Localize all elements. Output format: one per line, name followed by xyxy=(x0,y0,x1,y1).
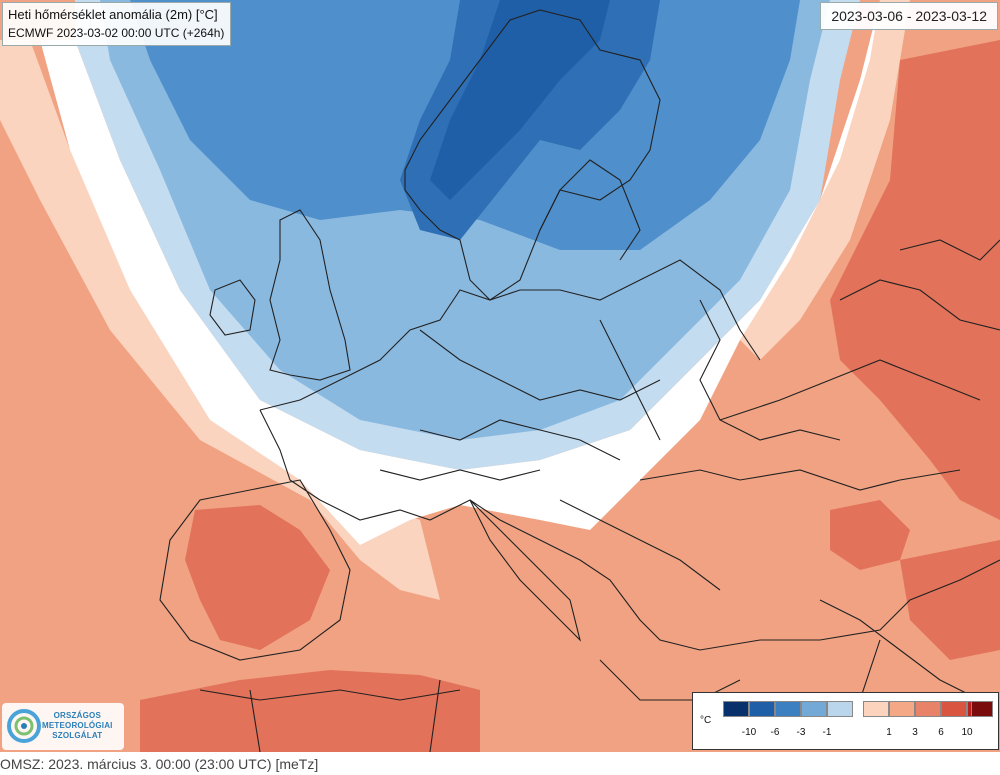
hot-anomaly-region-east xyxy=(830,40,1000,520)
legend-label: -3 xyxy=(796,727,806,738)
very-cold-region-north xyxy=(430,0,610,200)
hot-anomaly-region-africa xyxy=(140,670,480,752)
slight-warm-band xyxy=(0,0,910,600)
legend-label: 6 xyxy=(938,727,944,738)
map-title-box: Heti hőmérséklet anomália (2m) [°C] ECMW… xyxy=(2,2,232,46)
legend-label: -6 xyxy=(770,727,780,738)
legend-label: 1 xyxy=(886,727,892,738)
map-subtitle: ECMWF 2023-03-02 00:00 UTC (+264h) xyxy=(8,26,225,40)
legend-swatch xyxy=(863,701,889,717)
legend-swatch xyxy=(971,701,993,717)
date-range: 2023-03-06 - 2023-03-12 xyxy=(831,8,987,24)
omsz-logo: ORSZÁGOS METEOROLÓGIAI SZOLGÁLAT xyxy=(2,703,124,750)
logo-text: ORSZÁGOS METEOROLÓGIAI SZOLGÁLAT xyxy=(42,711,113,741)
legend-swatch xyxy=(889,701,915,717)
color-legend: °C -10 -6 -3 -1 1 3 6 10 xyxy=(692,692,999,750)
legend-label: -10 xyxy=(741,727,757,738)
omsz-logo-icon xyxy=(7,709,41,743)
legend-label: 3 xyxy=(912,727,918,738)
legend-label: -1 xyxy=(822,727,832,738)
footer-caption: OMSZ: 2023. március 3. 00:00 (23:00 UTC)… xyxy=(0,756,319,772)
map-title: Heti hőmérséklet anomália (2m) [°C] xyxy=(8,7,218,22)
logo-line-1: ORSZÁGOS xyxy=(53,711,101,720)
date-range-box: 2023-03-06 - 2023-03-12 xyxy=(820,2,998,30)
legend-swatch xyxy=(827,701,853,717)
legend-label: 10 xyxy=(961,727,973,738)
neutral-band xyxy=(40,0,880,545)
logo-line-2: METEOROLÓGIAI xyxy=(42,721,113,730)
legend-swatch xyxy=(749,701,775,717)
hot-anomaly-region-mideast xyxy=(830,500,910,570)
country-borders xyxy=(159,9,1000,752)
legend-swatch xyxy=(723,701,749,717)
legend-swatch xyxy=(775,701,801,717)
legend-unit: °C xyxy=(700,715,712,726)
temperature-anomaly-map xyxy=(0,0,1000,752)
hot-anomaly-region-caucasus xyxy=(900,540,1000,660)
logo-line-3: SZOLGÁLAT xyxy=(52,731,103,740)
legend-swatch xyxy=(915,701,941,717)
legend-swatch xyxy=(801,701,827,717)
legend-swatch xyxy=(941,701,967,717)
hot-anomaly-region-iberia xyxy=(185,505,330,650)
